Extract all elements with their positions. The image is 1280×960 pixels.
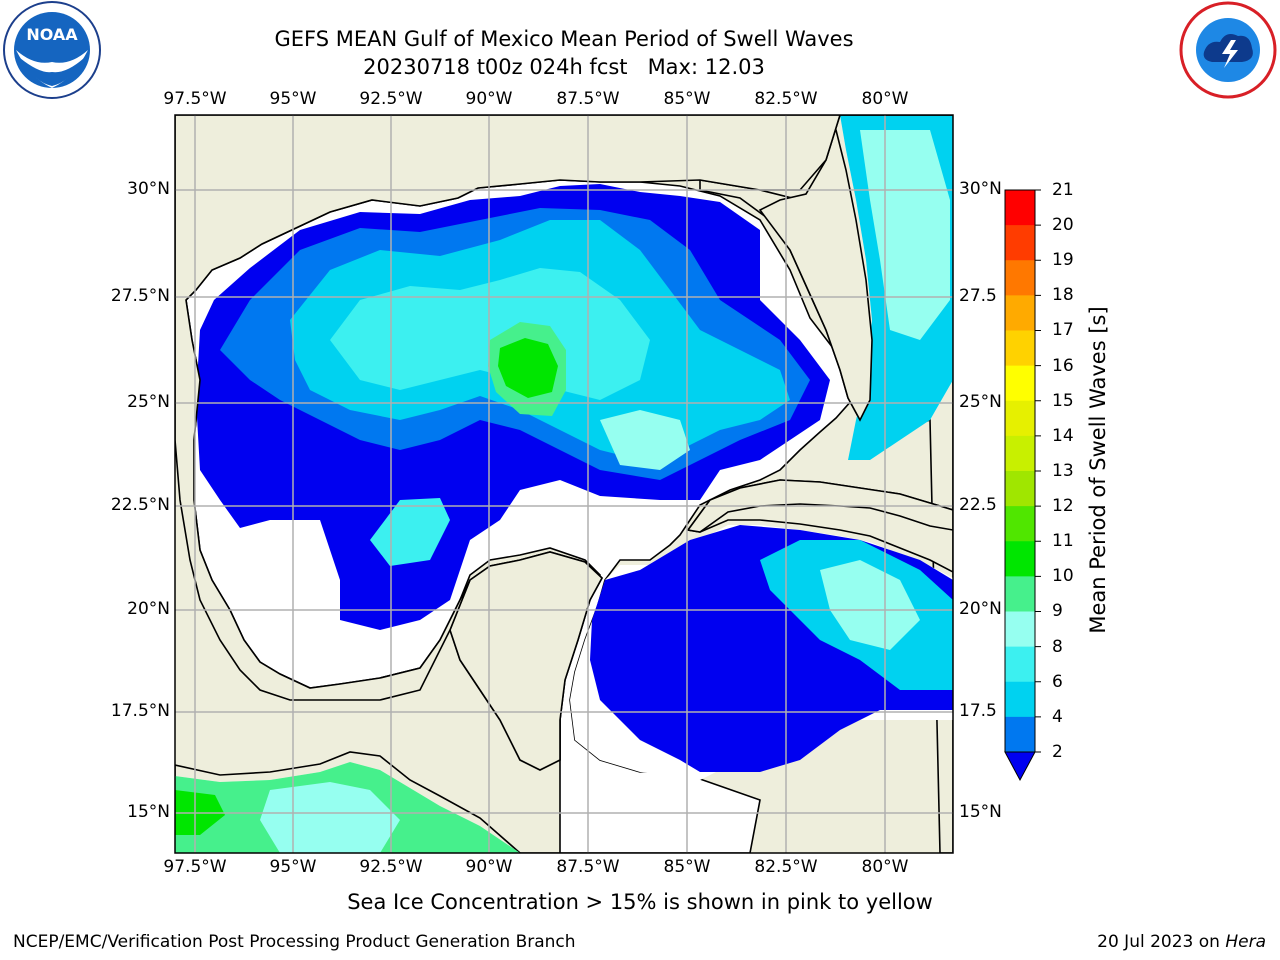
colorbar-tick: 6	[1052, 672, 1063, 692]
lat-label-left: 25°N	[127, 392, 170, 412]
lon-label-top: 92.5°W	[359, 89, 423, 109]
colorbar-tick: 10	[1052, 566, 1074, 586]
colorbar	[1004, 189, 1041, 782]
map-frame	[174, 114, 954, 854]
sea-ice-note-text: Sea Ice Concentration > 15% is shown in …	[347, 890, 933, 914]
colorbar-band	[1005, 400, 1035, 437]
noaa-logo: NOAA	[0, 0, 104, 104]
lon-label-top: 82.5°W	[754, 89, 818, 109]
colorbar-tick: 14	[1052, 426, 1074, 446]
colorbar-band	[1005, 260, 1035, 296]
svg-text:NOAA: NOAA	[26, 25, 78, 44]
map-grid	[175, 115, 953, 853]
lon-label-bottom: 85°W	[663, 857, 711, 877]
colorbar-label: Mean Period of Swell Waves [s]	[1086, 306, 1110, 634]
footer-credit: NCEP/EMC/Verification Post Processing Pr…	[13, 932, 576, 952]
colorbar-band	[1005, 681, 1035, 718]
colorbar-tick: 2	[1052, 742, 1063, 762]
sea-ice-note: Sea Ice Concentration > 15% is shown in …	[0, 890, 1280, 914]
colorbar-tick: 11	[1052, 531, 1074, 551]
swell-region-carib-light	[820, 560, 920, 650]
nws-logo	[1176, 0, 1280, 104]
footer-date-text: 20 Jul 2023 on	[1097, 932, 1226, 952]
lon-label-top: 97.5°W	[163, 89, 227, 109]
lat-label-right: 30°N	[959, 179, 1002, 199]
lon-label-bottom: 90°W	[465, 857, 513, 877]
lon-label-bottom: 95°W	[269, 857, 317, 877]
colorbar-tick: 16	[1052, 356, 1074, 376]
yucatan-land-overlay	[449, 551, 603, 771]
chart-title: GEFS MEAN Gulf of Mexico Mean Period of …	[274, 27, 854, 51]
colorbar-band	[1005, 576, 1035, 612]
lat-label-right: 15°N	[959, 802, 1002, 822]
colorbar-band	[1005, 330, 1035, 367]
colorbar-band	[1005, 611, 1035, 648]
lon-label-bottom: 87.5°W	[556, 857, 620, 877]
swell-region-west	[370, 498, 450, 566]
lat-label-right: 27.5	[959, 286, 997, 306]
colorbar-tick: 12	[1052, 496, 1074, 516]
colorbar-tick: 20	[1052, 215, 1074, 235]
lat-label-left: 17.5°N	[110, 701, 170, 721]
swell-field	[175, 115, 953, 853]
colorbar-tick: 17	[1052, 320, 1074, 340]
colorbar-band	[1005, 365, 1035, 402]
lon-label-top: 80°W	[861, 89, 909, 109]
swell-region-atlantic-light	[860, 130, 950, 340]
lat-label-left: 27.5°N	[110, 286, 170, 306]
colorbar-band	[1005, 295, 1035, 331]
lat-label-right: 25°N	[959, 392, 1002, 412]
lon-label-bottom: 97.5°W	[163, 857, 227, 877]
footer-date: 20 Jul 2023 on Hera	[1097, 932, 1266, 952]
colorbar-tick: 15	[1052, 391, 1074, 411]
colorbar-band	[1005, 190, 1035, 226]
lat-label-right: 17.5	[959, 701, 997, 721]
lon-label-top: 87.5°W	[556, 89, 620, 109]
colorbar-band	[1005, 506, 1035, 542]
swell-region-8-9	[330, 268, 650, 400]
colorbar-tick: 18	[1052, 285, 1074, 305]
lat-label-right: 22.5	[959, 495, 997, 515]
colorbar-band	[1005, 225, 1035, 261]
colorbar-tick: 21	[1052, 180, 1074, 200]
lon-label-bottom: 82.5°W	[754, 857, 818, 877]
colorbar-band	[1005, 435, 1035, 472]
lon-label-top: 95°W	[269, 89, 317, 109]
lat-label-left: 30°N	[127, 179, 170, 199]
colorbar-tick: 19	[1052, 250, 1074, 270]
lat-label-right: 20°N	[959, 599, 1002, 619]
colorbar-extend	[1004, 751, 1036, 782]
footer-host: Hera	[1225, 932, 1266, 952]
lat-label-left: 20°N	[127, 599, 170, 619]
swell-region-11-12	[498, 338, 558, 398]
lon-label-bottom: 92.5°W	[359, 857, 423, 877]
colorbar-band	[1005, 646, 1035, 683]
colorbar-tick: 9	[1052, 601, 1063, 621]
lat-label-left: 22.5°N	[110, 495, 170, 515]
colorbar-tick: 8	[1052, 637, 1063, 657]
lon-label-top: 90°W	[465, 89, 513, 109]
mexico-land-overlay	[175, 115, 953, 701]
chart-subtitle: 20230718 t00z 024h fcst Max: 12.03	[363, 55, 765, 79]
lon-label-bottom: 80°W	[861, 857, 909, 877]
swell-region-pacific-cyan	[260, 782, 400, 853]
colorbar-tick: 4	[1052, 707, 1063, 727]
colorbar-band	[1005, 541, 1035, 577]
lon-label-top: 85°W	[663, 89, 711, 109]
colorbar-band	[1005, 716, 1035, 753]
colorbar-band	[1005, 471, 1035, 507]
colorbar-tick: 13	[1052, 461, 1074, 481]
lat-label-left: 15°N	[127, 802, 170, 822]
swell-region-9-10	[600, 410, 690, 470]
